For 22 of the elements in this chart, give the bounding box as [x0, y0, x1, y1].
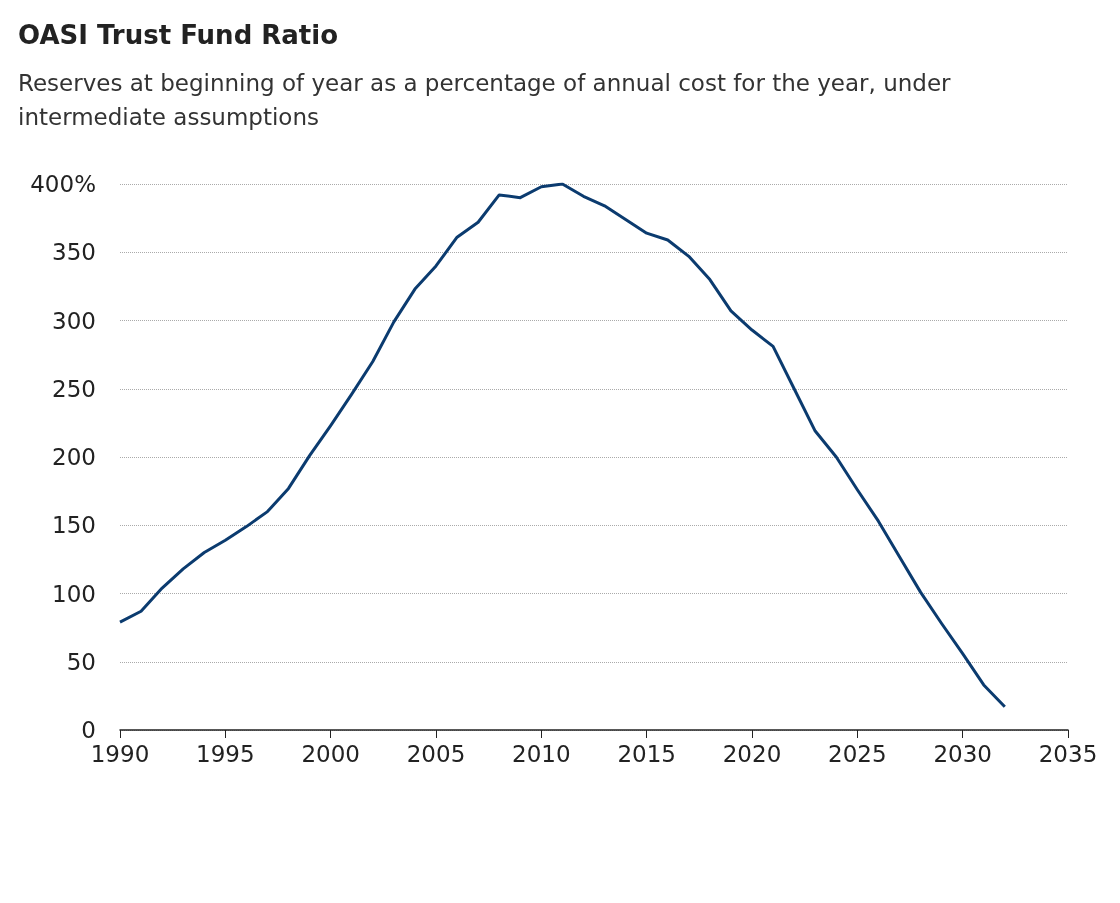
y-tick-label: 250 — [52, 375, 96, 402]
x-tick-label: 2025 — [828, 740, 887, 767]
y-tick-label: 100 — [52, 580, 96, 607]
line-series — [118, 182, 1007, 709]
x-tick-label: 2035 — [1038, 740, 1098, 767]
y-tick-label: 350 — [52, 239, 96, 266]
x-tick-label: 1990 — [90, 740, 150, 767]
chart-title: OASI Trust Fund Ratio — [18, 20, 339, 50]
y-tick-label: 400% — [30, 171, 96, 197]
x-tick-label: 1995 — [196, 740, 255, 767]
y-tick-label: 50 — [66, 648, 96, 675]
y-tick-label: 150 — [52, 512, 96, 539]
x-tick-label: 2015 — [617, 740, 676, 767]
x-tick-label: 2030 — [933, 740, 992, 767]
y-tick-label: 200 — [52, 444, 96, 470]
x-tick-label: 2005 — [406, 740, 466, 767]
x-tick-label: 2020 — [722, 740, 782, 767]
y-tick-label: 300 — [52, 307, 96, 334]
x-tick-label: 2000 — [301, 740, 360, 767]
chart-subtitle: Reserves at beginning of year as a percentage of annual cost for the year, under intermediate assumptions — [18, 69, 952, 132]
x-tick-label: 2010 — [512, 740, 571, 767]
y-tick-label: 0 — [81, 717, 96, 743]
